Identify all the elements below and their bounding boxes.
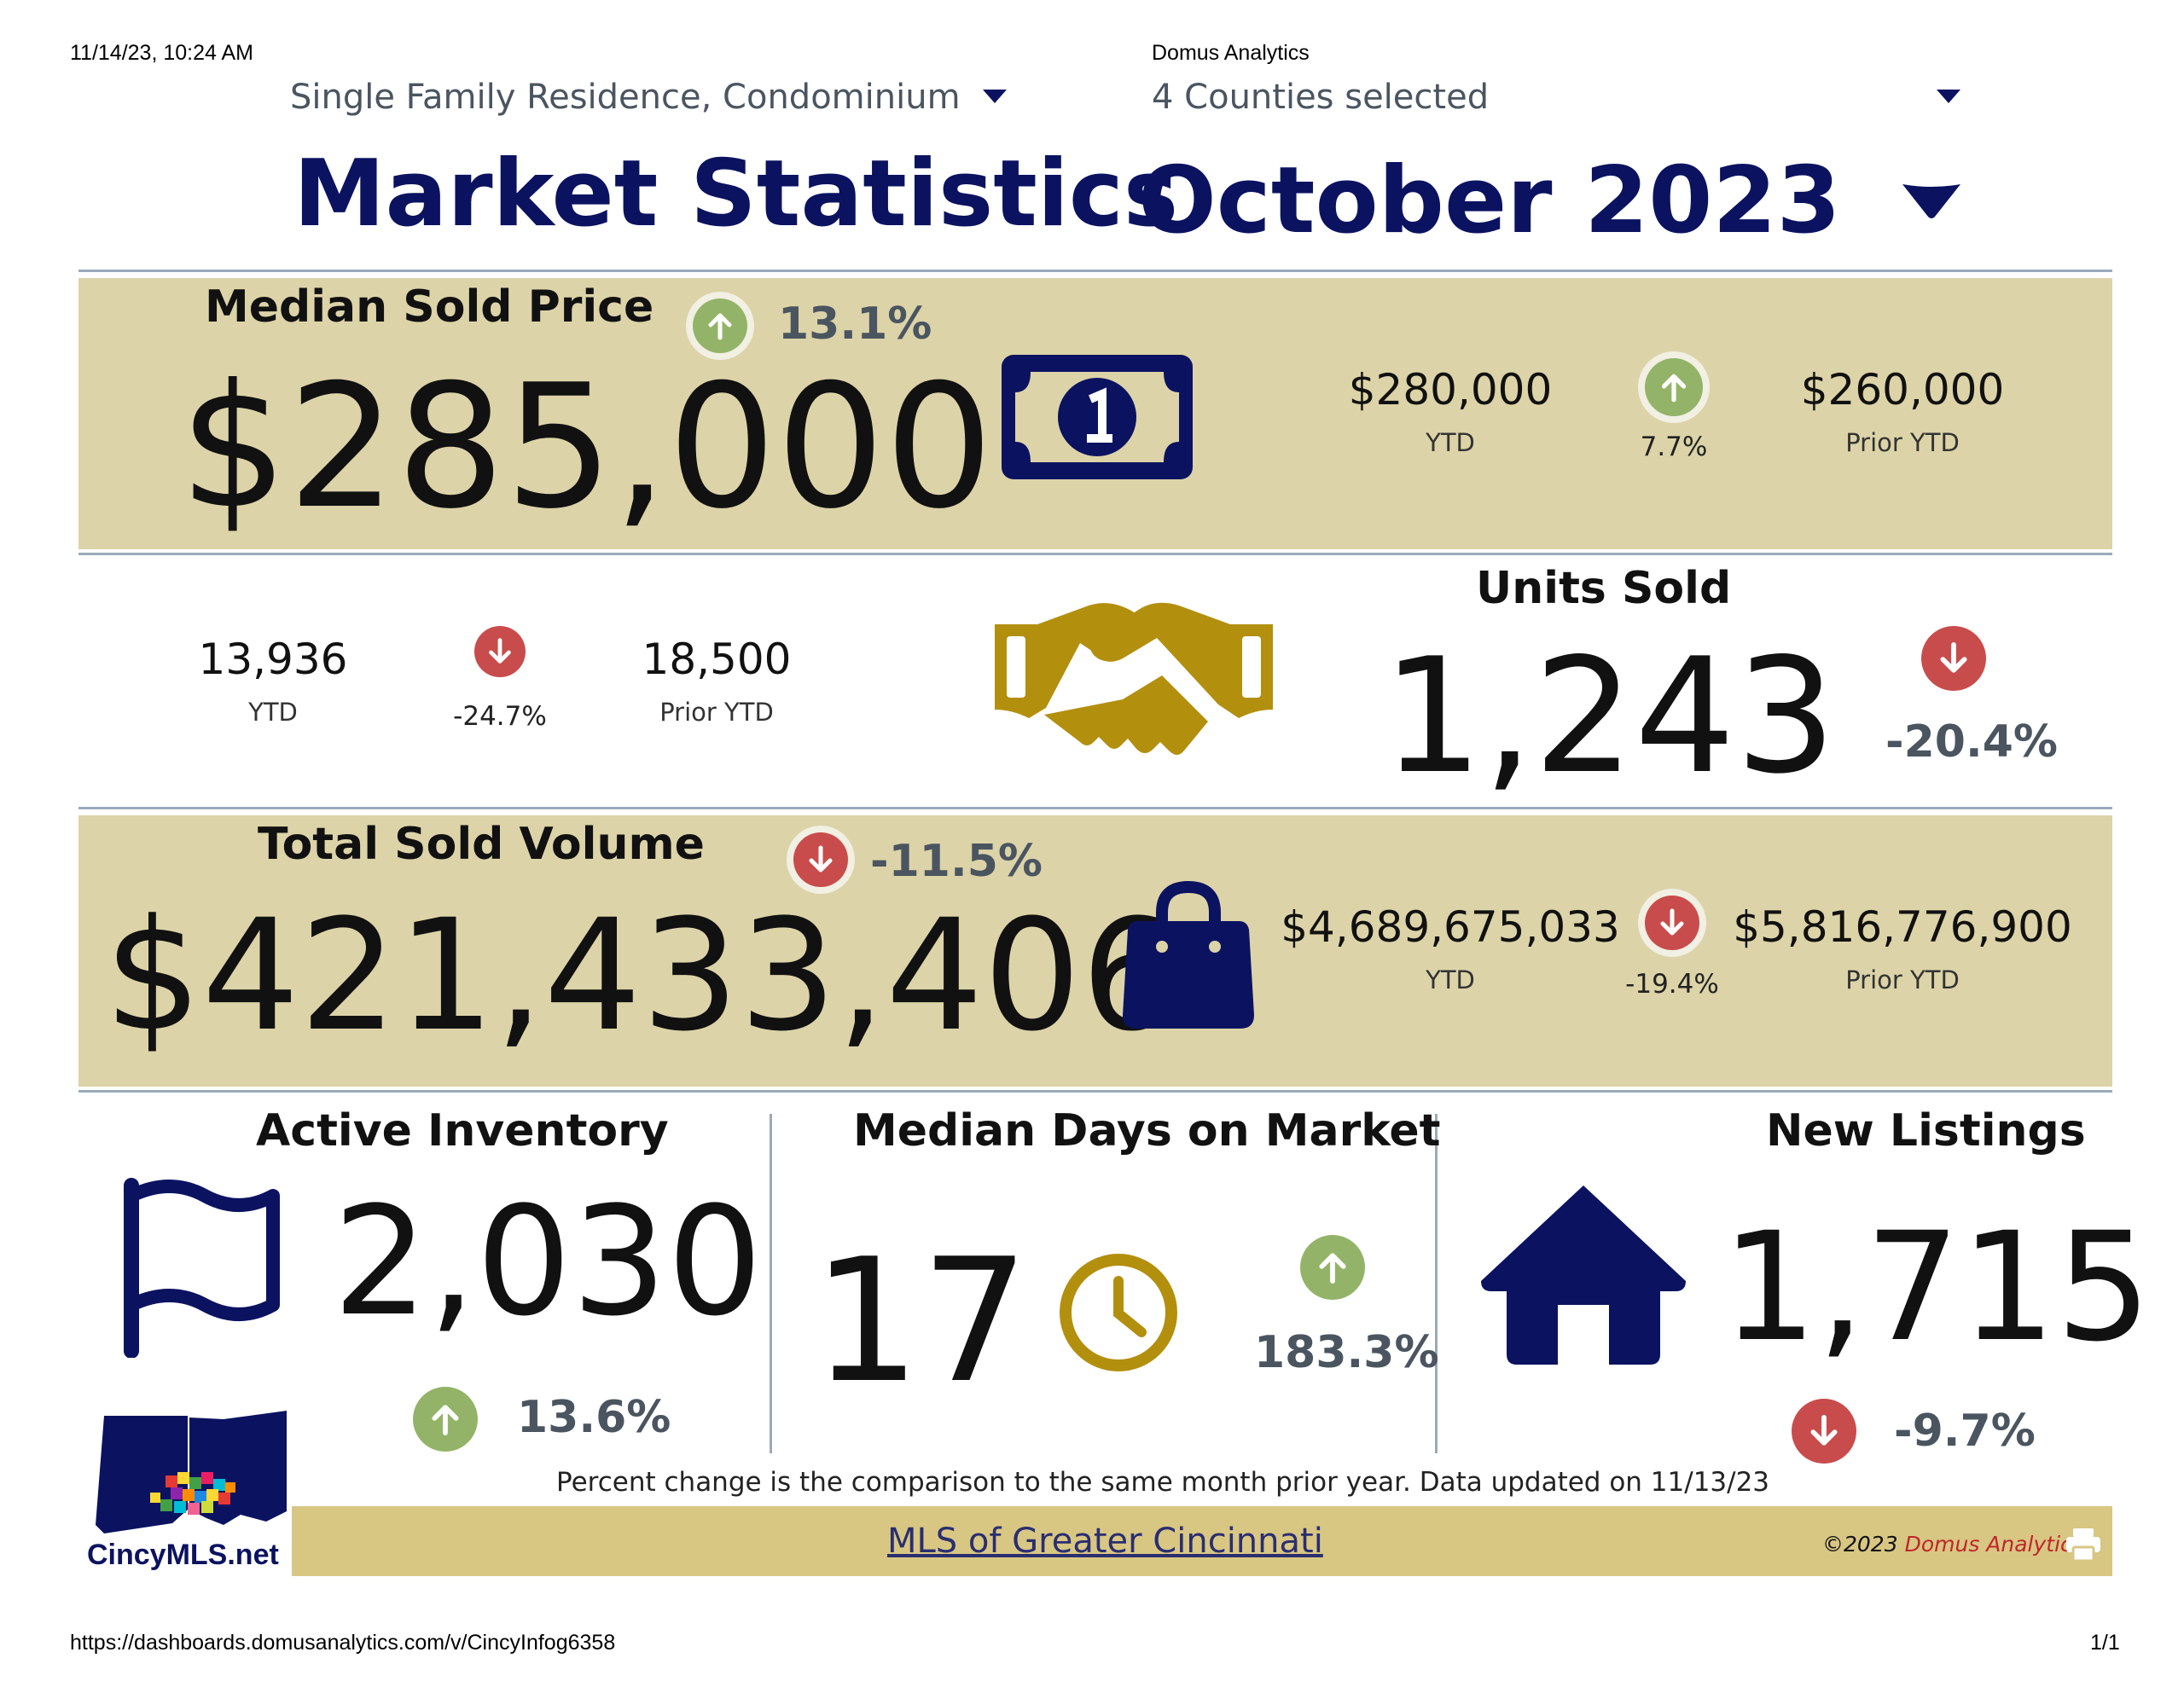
new-listings-label: New Listings: [1766, 1105, 2086, 1157]
median-sold-price-label: Median Sold Price: [205, 281, 654, 333]
arrow-up-icon: [1645, 358, 1703, 416]
copyright-brand[interactable]: Domus Analytics: [1904, 1532, 2083, 1557]
page-title: Market Statistics: [293, 141, 1179, 247]
house-icon: [1481, 1186, 1686, 1365]
mls-link-text[interactable]: MLS of Greater Cincinnati: [887, 1522, 1323, 1561]
divider: [770, 1114, 772, 1453]
print-icon[interactable]: [2065, 1527, 2102, 1562]
state-map-icon: [96, 1411, 287, 1533]
total-sold-volume-change: -11.5%: [870, 836, 1043, 887]
units-sold-ytd-value: 13,936: [198, 635, 348, 684]
median-days-on-market-label: Median Days on Market: [853, 1105, 1441, 1157]
median-sold-price-value: $285,000: [179, 348, 994, 547]
dollar-bill-icon: [1002, 355, 1193, 479]
copyright: ©2023 Domus Analytics: [1822, 1532, 2083, 1557]
total-sold-volume-prior-ytd-label: Prior YTD: [1845, 965, 1960, 994]
shopping-bag-icon: [1123, 880, 1254, 1029]
units-sold-prior-ytd-label: Prior YTD: [659, 698, 774, 727]
units-sold-ytd-change: -24.7%: [453, 701, 547, 732]
divider: [78, 1090, 2112, 1093]
median-sold-price-prior-ytd-value: $260,000: [1800, 365, 2005, 415]
new-listings-change: -9.7%: [1894, 1406, 2036, 1457]
median-sold-price-prior-ytd-label: Prior YTD: [1845, 428, 1960, 457]
month-value: October 2023: [1138, 147, 1841, 254]
total-sold-volume-prior-ytd-value: $5,816,776,900: [1733, 902, 2072, 952]
arrow-down-icon: [1921, 626, 1986, 691]
median-sold-price-ytd-value: $280,000: [1348, 365, 1553, 415]
median-days-on-market-change: 183.3%: [1254, 1327, 1439, 1378]
divider: [78, 553, 2112, 555]
footer-bar: [292, 1506, 2112, 1576]
median-sold-price-change: 13.1%: [778, 299, 932, 350]
counties-dropdown[interactable]: 4 Counties selected: [1152, 73, 1960, 121]
footnote: Percent change is the comparison to the …: [556, 1467, 1770, 1498]
arrow-up-icon: [693, 299, 747, 353]
mls-link[interactable]: MLS of Greater Cincinnati: [887, 1522, 1323, 1561]
units-sold-label: Units Sold: [1476, 563, 1732, 614]
divider: [78, 270, 2112, 272]
units-sold-ytd-label: YTD: [248, 698, 298, 727]
print-site-name: Domus Analytics: [1152, 41, 1310, 65]
divider: [1435, 1114, 1438, 1453]
units-sold-prior-ytd-value: 18,500: [642, 635, 792, 684]
chevron-down-icon: [1937, 90, 1960, 103]
total-sold-volume-value: $421,433,406: [104, 887, 1179, 1065]
property-type-value: Single Family Residence, Condominium: [290, 78, 961, 117]
units-sold-value: 1,243: [1382, 623, 1837, 809]
arrow-down-icon: [793, 832, 848, 887]
arrow-down-icon: [1792, 1399, 1856, 1464]
active-inventory-change: 13.6%: [517, 1392, 671, 1443]
logo-text: CincyMLS.net: [87, 1539, 279, 1571]
print-timestamp: 11/14/23, 10:24 AM: [70, 41, 253, 65]
median-days-on-market-value: 17: [812, 1222, 1030, 1421]
total-sold-volume-ytd-value: $4,689,675,033: [1281, 902, 1620, 952]
divider: [78, 807, 2112, 809]
chevron-down-icon: [983, 90, 1007, 103]
active-inventory-value: 2,030: [333, 1174, 763, 1349]
print-url: https://dashboards.domusanalytics.com/v/…: [70, 1631, 616, 1655]
cincymls-logo[interactable]: CincyMLS.net: [78, 1409, 292, 1576]
counties-value: 4 Counties selected: [1152, 78, 1490, 117]
clock-icon: [1060, 1254, 1177, 1371]
property-type-dropdown[interactable]: Single Family Residence, Condominium: [290, 73, 1007, 121]
active-inventory-label: Active Inventory: [256, 1105, 669, 1157]
median-sold-price-ytd-label: YTD: [1426, 428, 1475, 457]
chevron-down-icon: [1902, 184, 1960, 218]
units-sold-change: -20.4%: [1885, 716, 2058, 768]
total-sold-volume-panel: [78, 815, 2112, 1087]
total-sold-volume-ytd-change: -19.4%: [1625, 969, 1719, 1000]
arrow-down-icon: [474, 626, 526, 677]
median-sold-price-ytd-change: 7.7%: [1640, 432, 1708, 462]
new-listings-value: 1,715: [1722, 1200, 2152, 1375]
month-dropdown[interactable]: October 2023: [1138, 141, 1962, 260]
print-page-count: 1/1: [2090, 1631, 2120, 1655]
arrow-up-icon: [1300, 1235, 1365, 1300]
total-sold-volume-label: Total Sold Volume: [258, 819, 705, 870]
arrow-down-icon: [1645, 896, 1699, 950]
handshake-icon: [995, 602, 1273, 755]
total-sold-volume-ytd-label: YTD: [1426, 965, 1475, 994]
flag-icon: [124, 1178, 280, 1358]
copyright-prefix: ©2023: [1822, 1532, 1898, 1557]
arrow-up-icon: [413, 1387, 478, 1452]
